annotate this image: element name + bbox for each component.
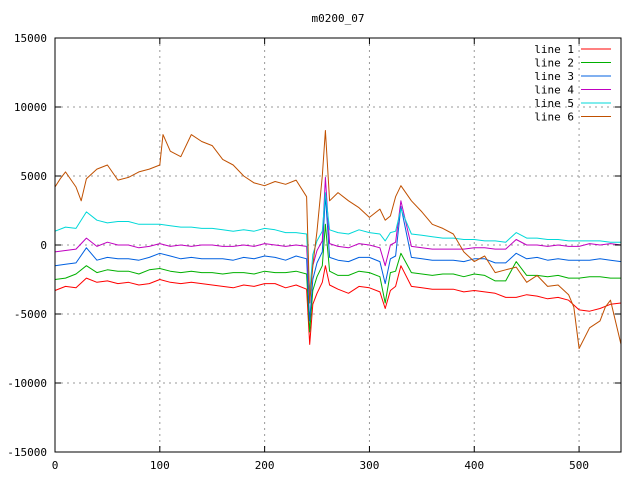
legend-label: line 6: [534, 111, 574, 124]
y-tick-label: 10000: [14, 101, 47, 114]
x-tick-label: 500: [569, 459, 589, 472]
series-line-4: [54, 176, 622, 301]
chart-title: m0200_07: [312, 12, 365, 25]
y-tick-label: 5000: [21, 170, 48, 183]
legend-label: line 1: [534, 43, 574, 56]
x-tick-label: 100: [150, 459, 170, 472]
grid-lines: [55, 38, 621, 452]
legend-label: line 4: [534, 84, 574, 97]
series-line-6: [54, 130, 622, 349]
y-tick-label: -15000: [7, 446, 47, 459]
series-line-5: [54, 192, 621, 294]
legend-label: line 5: [534, 97, 574, 110]
legend-label: line 3: [534, 70, 574, 83]
y-tick-label: -5000: [14, 308, 47, 321]
series-line-1: [54, 265, 622, 345]
y-tick-label: 15000: [14, 32, 47, 45]
x-tick-label: 0: [52, 459, 59, 472]
x-tick-label: 200: [255, 459, 275, 472]
series-line-2: [54, 223, 621, 333]
y-tick-label: 0: [40, 239, 47, 252]
x-tick-label: 300: [360, 459, 380, 472]
x-axis: 0 100 200 300 400 500: [52, 38, 589, 472]
y-axis: -15000 -10000 -5000 0 5000 10000 15000: [7, 32, 621, 459]
series-line-3: [54, 194, 622, 322]
x-tick-label: 400: [464, 459, 484, 472]
legend-label: line 2: [534, 57, 574, 70]
y-tick-label: -10000: [7, 377, 47, 390]
series-group: [54, 130, 622, 349]
